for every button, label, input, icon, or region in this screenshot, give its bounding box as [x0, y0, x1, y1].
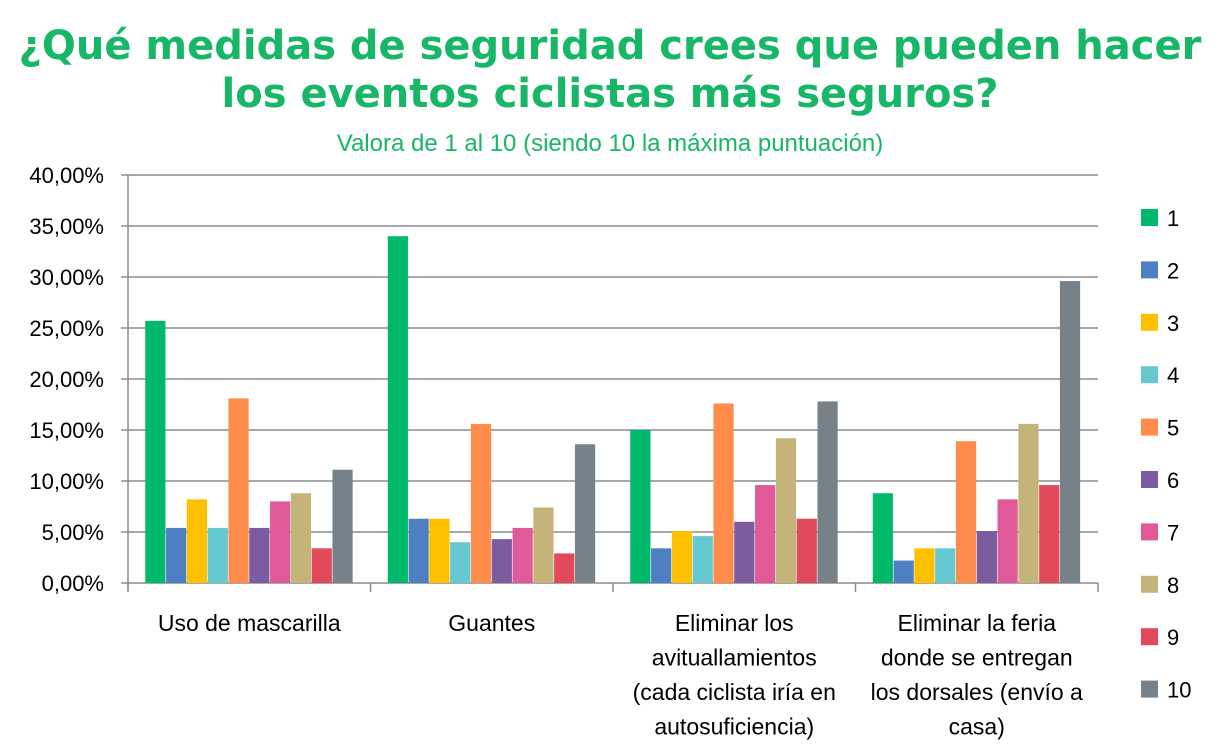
category-label: los dorsales (envío a — [871, 679, 1083, 705]
legend-swatch — [1141, 366, 1158, 384]
bar — [817, 401, 838, 583]
y-tick-label: 40,00% — [29, 163, 104, 188]
y-tick-label: 10,00% — [29, 469, 104, 494]
bar — [734, 521, 755, 583]
bar — [186, 499, 208, 583]
bar — [755, 485, 776, 583]
category-label: Eliminar la feria — [898, 610, 1057, 636]
bar — [290, 493, 312, 583]
y-tick-label: 0,00% — [42, 571, 104, 596]
category-label: Guantes — [448, 610, 535, 636]
category-label: (cada ciclista iría en — [633, 679, 836, 705]
bar — [249, 527, 270, 583]
category-label: donde se entregan — [881, 645, 1073, 671]
bar — [429, 518, 450, 583]
bar — [935, 548, 956, 583]
bar — [387, 236, 408, 583]
y-tick-label: 20,00% — [29, 367, 104, 392]
bar — [408, 518, 429, 583]
legend-label: 1 — [1167, 206, 1179, 231]
bar — [491, 539, 512, 583]
category-label: casa) — [949, 714, 1005, 740]
category-label: Uso de mascarilla — [158, 610, 341, 636]
bar — [450, 542, 471, 583]
bar — [207, 527, 228, 583]
legend-swatch — [1141, 313, 1158, 331]
category-label: Eliminar los — [675, 610, 794, 636]
category-label: autosuficiencia) — [654, 714, 814, 740]
bar — [270, 501, 291, 583]
legend-label: 9 — [1167, 625, 1179, 650]
bar — [554, 553, 575, 583]
legend-swatch — [1141, 680, 1158, 698]
bar — [470, 423, 492, 583]
legend-swatch — [1141, 471, 1158, 488]
y-tick-label: 30,00% — [29, 265, 104, 290]
legend-label: 6 — [1167, 468, 1179, 493]
legend-label: 4 — [1167, 363, 1179, 388]
legend-swatch — [1141, 523, 1158, 541]
bar — [651, 548, 672, 583]
chart-subtitle: Valora de 1 al 10 (siendo 10 la máxima p… — [336, 130, 884, 157]
bar — [166, 527, 187, 583]
bar — [914, 548, 935, 583]
bar — [1039, 485, 1060, 583]
bar — [796, 518, 817, 583]
bar — [145, 320, 166, 583]
legend-swatch — [1141, 209, 1158, 226]
bar — [332, 469, 353, 583]
legend-swatch — [1141, 575, 1158, 593]
legend-label: 7 — [1167, 520, 1179, 545]
y-tick-label: 5,00% — [42, 520, 104, 545]
category-label: avituallamientos — [652, 645, 817, 671]
legend-swatch — [1141, 628, 1158, 646]
legend-swatch — [1141, 418, 1158, 436]
bar — [512, 527, 533, 583]
legend-label: 5 — [1167, 416, 1179, 441]
y-tick-label: 35,00% — [29, 214, 104, 239]
bar — [893, 560, 914, 583]
bar — [1059, 281, 1081, 583]
chart-title: ¿Qué medidas de seguridad crees que pued… — [18, 23, 1202, 117]
legend-swatch — [1141, 261, 1158, 279]
legend-label: 8 — [1167, 573, 1179, 598]
legend-label: 10 — [1167, 678, 1191, 703]
bar — [713, 403, 734, 583]
y-tick-label: 25,00% — [29, 316, 104, 341]
bar — [671, 530, 693, 583]
bar — [630, 430, 651, 583]
bar — [228, 398, 249, 583]
legend-label: 3 — [1167, 311, 1179, 336]
y-tick-label: 15,00% — [29, 418, 104, 443]
bar — [976, 530, 997, 583]
bar — [1018, 423, 1039, 583]
bar — [533, 507, 554, 583]
bar — [997, 499, 1018, 583]
bar — [692, 536, 713, 583]
bar — [574, 444, 596, 583]
bar — [311, 548, 332, 583]
bar — [872, 493, 893, 583]
bar — [955, 441, 977, 583]
legend-label: 2 — [1167, 258, 1179, 283]
bar — [775, 438, 797, 583]
